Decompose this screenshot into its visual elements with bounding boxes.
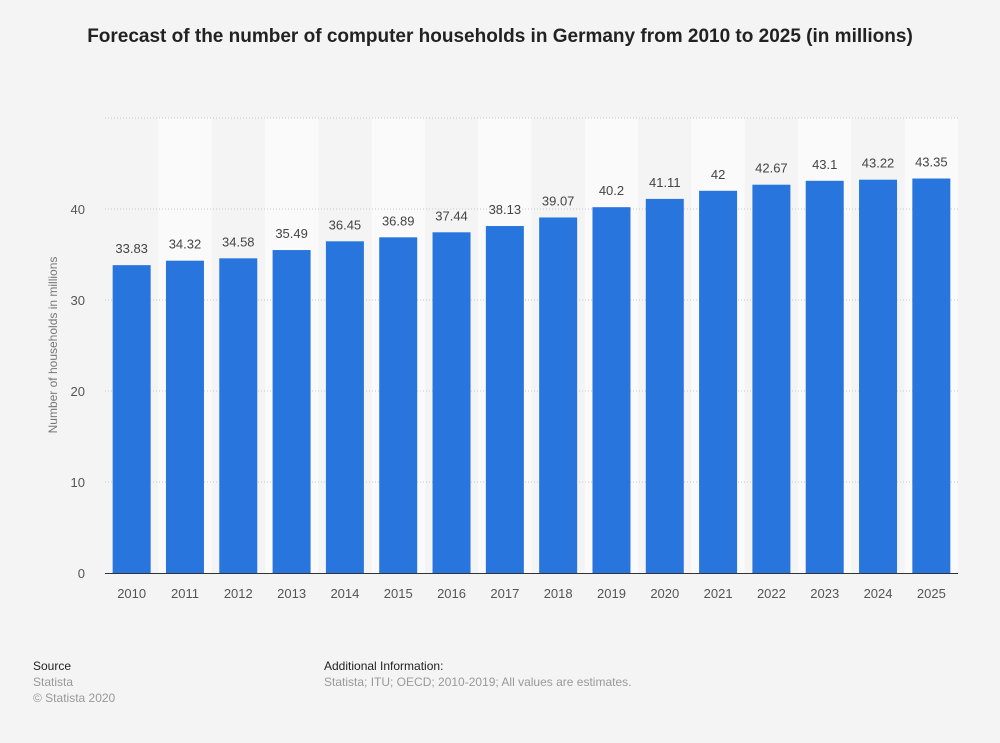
value-label: 43.1	[812, 157, 837, 172]
bar-2013	[272, 250, 311, 573]
x-tick-label: 2010	[117, 586, 146, 601]
x-tick-label: 2025	[917, 586, 946, 601]
value-label: 43.22	[862, 156, 895, 171]
y-tick-label: 0	[78, 566, 85, 581]
value-label: 42.67	[755, 161, 788, 176]
y-tick-label: 40	[71, 202, 85, 217]
bar-2018	[539, 217, 578, 573]
bar-2022	[752, 184, 791, 573]
bar-2019	[592, 207, 631, 573]
value-label: 36.45	[329, 217, 362, 232]
bar-2025	[912, 178, 951, 573]
bar-2024	[859, 179, 898, 573]
bar-2017	[485, 226, 524, 573]
copyright: © Statista 2020	[33, 691, 116, 705]
bar-2010	[112, 265, 151, 573]
bar-2021	[699, 190, 738, 574]
x-tick-label: 2016	[437, 586, 466, 601]
value-label: 42	[711, 167, 725, 182]
additional-info-block: Additional Information: Statista; ITU; O…	[324, 658, 631, 690]
x-tick-label: 2014	[330, 586, 359, 601]
value-label: 36.89	[382, 213, 415, 228]
x-tick-label: 2015	[384, 586, 413, 601]
x-tick-label: 2019	[597, 586, 626, 601]
x-tick-label: 2024	[864, 586, 893, 601]
bar-2012	[219, 258, 258, 573]
value-label: 39.07	[542, 193, 575, 208]
value-label: 41.11	[649, 175, 681, 190]
bar-2016	[432, 232, 471, 573]
value-label: 37.44	[435, 208, 468, 223]
bar-2020	[645, 198, 684, 574]
additional-info-text: Statista; ITU; OECD; 2010-2019; All valu…	[324, 675, 632, 689]
additional-info-heading: Additional Information:	[324, 659, 444, 673]
bar-2011	[165, 260, 204, 573]
x-tick-label: 2013	[277, 586, 306, 601]
bar-2014	[325, 241, 364, 573]
value-label: 43.35	[915, 155, 948, 170]
source-block: Source Statista © Statista 2020	[33, 658, 115, 706]
x-tick-label: 2020	[650, 586, 679, 601]
y-tick-label: 10	[71, 475, 85, 490]
x-tick-label: 2011	[171, 586, 199, 601]
source-heading: Source	[33, 659, 72, 673]
source-name[interactable]: Statista	[33, 675, 74, 689]
x-tick-label: 2012	[224, 586, 253, 601]
bar-chart: 0 10 20 30 40 Number of households in million…	[46, 117, 958, 601]
bar-2015	[379, 237, 418, 573]
x-tick-label: 2023	[810, 586, 839, 601]
value-label: 35.49	[275, 226, 308, 241]
y-tick-label: 20	[71, 384, 85, 399]
chart-title: Forecast of the number of computer house…	[87, 26, 913, 47]
x-tick-label: 2022	[757, 586, 786, 601]
x-tick-label: 2018	[544, 586, 573, 601]
y-axis-label: Number of households in millions	[46, 257, 60, 434]
x-tick-label: 2021	[704, 586, 733, 601]
value-label: 38.13	[489, 202, 522, 217]
value-label: 40.2	[599, 183, 624, 198]
bar-2023	[805, 180, 844, 574]
x-tick-label: 2017	[490, 586, 519, 601]
y-tick-label: 30	[71, 293, 85, 308]
value-label: 34.58	[222, 234, 255, 249]
value-label: 34.32	[169, 237, 202, 252]
value-label: 33.83	[115, 241, 148, 256]
